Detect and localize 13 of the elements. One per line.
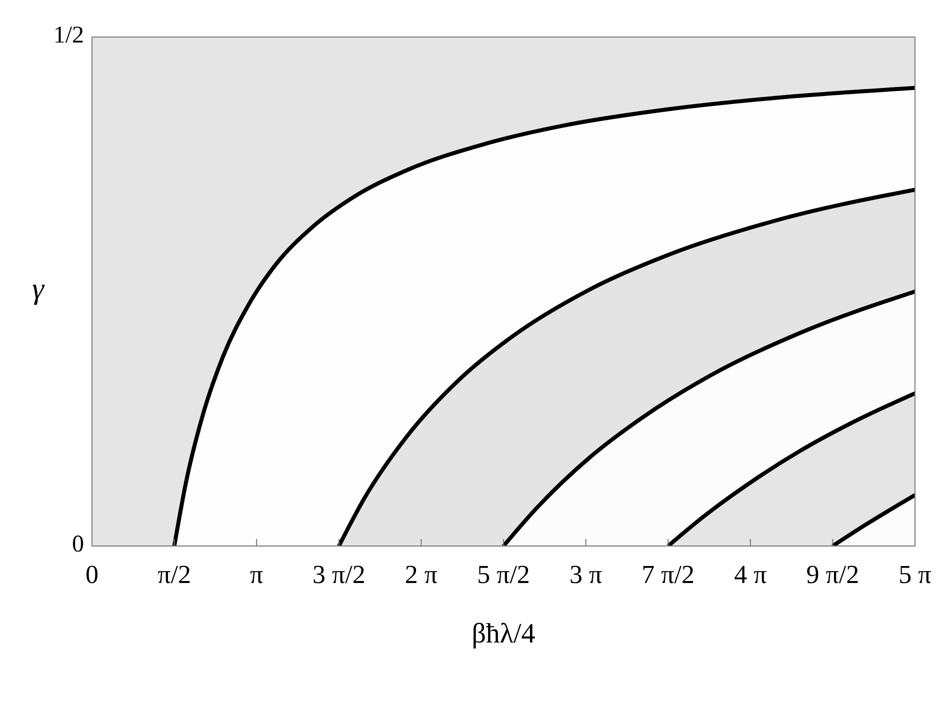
x-axis-title: βħλ/4 [472,618,536,650]
y-tick-label: 1/2 [53,22,84,49]
x-tick-label: 7 π/2 [642,560,695,589]
x-tick-label: 9 π/2 [806,560,860,589]
y-axis-title: γ [32,272,46,306]
x-tick-label: π [250,560,264,589]
x-tick-label: 5 π/2 [477,560,530,589]
x-tick-label: 5 π [898,560,932,589]
x-tick-label: π/2 [158,560,191,589]
x-tick-label: 3 π [569,560,602,589]
x-tick-label: 4 π [734,560,767,589]
x-tick-label: 3 π/2 [312,560,366,589]
x-tick-label: 2 π [404,560,438,589]
